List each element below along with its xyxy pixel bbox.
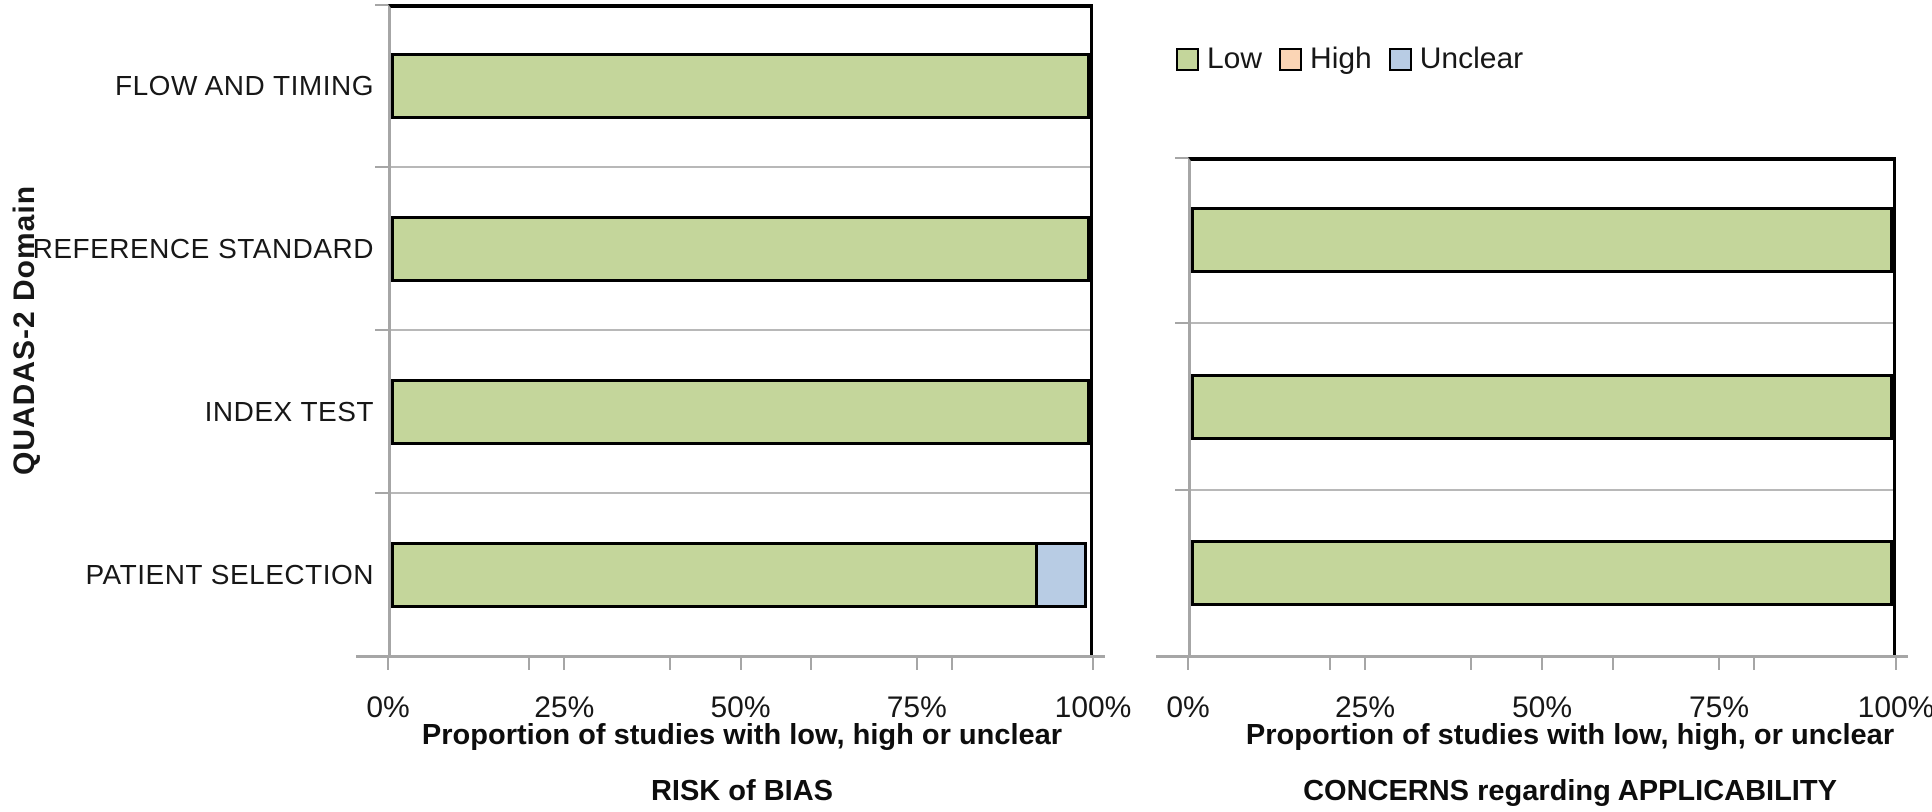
legend-swatch-low <box>1176 47 1199 71</box>
x-axis-line <box>356 655 1105 658</box>
category-label-reference-standard: REFERENCE STANDARD <box>32 232 374 264</box>
category-axis-tick <box>1175 322 1188 325</box>
x-axis-minor-tick <box>1753 657 1756 670</box>
bar-segment-low <box>391 52 1090 119</box>
bar-patient-selection <box>1191 539 1893 606</box>
bar-segment-low <box>391 541 1039 608</box>
x-tick-label: 100% <box>1857 691 1932 724</box>
legend-label-low: Low <box>1207 42 1263 75</box>
x-axis-minor-tick <box>810 657 812 670</box>
category-gridline <box>391 329 1090 331</box>
category-axis-tick <box>375 329 388 331</box>
bar-segment-low <box>391 378 1090 445</box>
bar-reference-standard <box>1191 207 1893 274</box>
x-axis-major-tick <box>563 657 566 670</box>
bar-index-test <box>1191 373 1893 440</box>
category-label-flow-and-timing: FLOW AND TIMING <box>115 69 374 101</box>
x-tick-label: 75% <box>886 691 947 724</box>
category-gridline <box>1191 322 1893 325</box>
plot-area-risk-of-bias <box>375 4 1093 657</box>
x-axis-minor-tick <box>1470 657 1473 670</box>
bar-segment-low <box>1191 539 1893 606</box>
category-label-index-test: INDEX TEST <box>204 395 374 427</box>
x-tick-label: 50% <box>1511 691 1573 724</box>
x-axis-minor-tick <box>951 657 953 670</box>
bar-patient-selection <box>391 541 1090 608</box>
category-gridline <box>1191 488 1893 491</box>
category-axis-tick <box>375 166 388 168</box>
x-axis-major-tick <box>915 657 918 670</box>
bar-index-test <box>391 378 1090 445</box>
x-axis-major-tick <box>1364 657 1366 670</box>
category-axis-tick <box>1175 488 1188 491</box>
category-axis-tick <box>1175 157 1188 159</box>
x-axis-label-applicability: Proportion of studies with low, high, or… <box>1245 719 1895 751</box>
category-axis-tick <box>375 492 388 494</box>
legend-label-unclear: Unclear <box>1419 42 1524 75</box>
x-axis-major-tick <box>1541 657 1543 670</box>
x-axis-major-tick <box>1092 657 1094 670</box>
x-axis-major-tick <box>1895 657 1897 670</box>
category-axis-tick <box>375 4 388 6</box>
x-tick-label: 0% <box>1166 691 1210 724</box>
x-tick-label: 100% <box>1054 691 1132 724</box>
category-label-patient-selection: PATIENT SELECTION <box>85 558 374 590</box>
x-tick-label: 25% <box>1334 691 1396 724</box>
category-gridline <box>391 492 1090 494</box>
x-axis-major-tick <box>739 657 742 670</box>
x-axis-minor-tick <box>1328 657 1331 670</box>
x-axis-line <box>1156 655 1908 658</box>
x-tick-label: 0% <box>366 691 410 724</box>
bar-reference-standard <box>391 215 1090 282</box>
x-axis-minor-tick <box>1611 657 1614 670</box>
legend: Low High Unclear <box>1176 42 1523 76</box>
chart-title-risk-of-bias: RISK of BIAS <box>650 775 834 807</box>
x-axis-label-risk-of-bias: Proportion of studies with low, high or … <box>421 719 1063 751</box>
chart-title-applicability: CONCERNS regarding APPLICABILITY <box>1303 775 1837 807</box>
x-tick-label: 25% <box>534 691 595 724</box>
legend-swatch-high <box>1279 47 1303 71</box>
legend-label-high: High <box>1310 42 1372 75</box>
x-axis-minor-tick <box>528 657 530 670</box>
bar-flow-and-timing <box>391 52 1090 119</box>
x-axis-major-tick <box>387 657 389 670</box>
bar-segment-unclear <box>1035 541 1087 608</box>
plot-area-applicability <box>1175 157 1896 657</box>
legend-item-high: High <box>1279 42 1372 76</box>
legend-item-low: Low <box>1176 42 1262 76</box>
legend-swatch-unclear <box>1388 47 1412 71</box>
bar-segment-low <box>391 215 1090 282</box>
bar-segment-low <box>1191 373 1893 440</box>
bar-segment-low <box>1191 207 1893 274</box>
x-tick-label: 75% <box>1688 691 1750 724</box>
x-axis-minor-tick <box>669 657 671 670</box>
category-gridline <box>391 166 1090 168</box>
legend-item-unclear: Unclear <box>1388 42 1524 76</box>
x-axis-major-tick <box>1718 657 1720 670</box>
x-tick-label: 50% <box>710 691 771 724</box>
x-axis-major-tick <box>1187 657 1189 670</box>
